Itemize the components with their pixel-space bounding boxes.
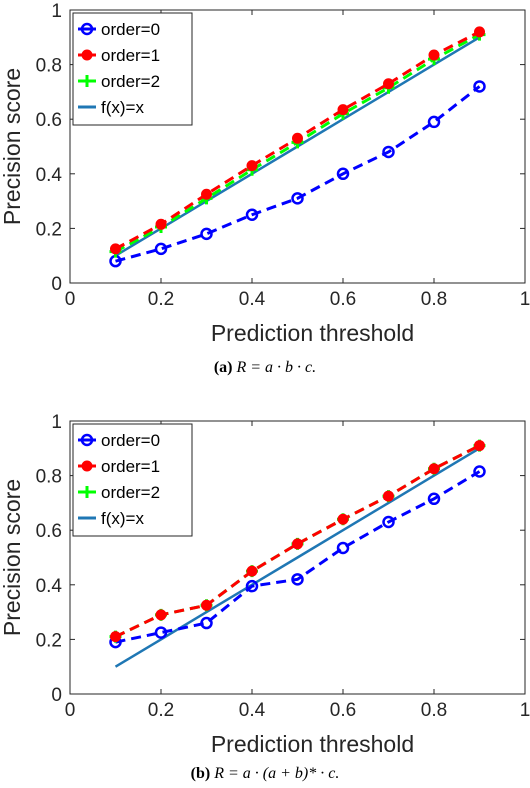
data-point bbox=[473, 465, 486, 478]
data-point bbox=[245, 208, 259, 221]
caption: (b) R = a · (a + b)* · c. bbox=[191, 765, 340, 782]
legend-label: order=1 bbox=[101, 46, 160, 65]
plot-area bbox=[69, 9, 526, 284]
data-point bbox=[291, 573, 304, 586]
legend-label: order=0 bbox=[101, 431, 160, 450]
legend-marker bbox=[81, 75, 93, 87]
y-tick-label: 0.8 bbox=[36, 467, 62, 488]
data-point bbox=[201, 188, 212, 200]
data-point bbox=[336, 167, 350, 181]
data-point bbox=[245, 579, 259, 593]
x-tick-label: 0.4 bbox=[239, 289, 266, 310]
data-point bbox=[292, 538, 303, 550]
legend-marker bbox=[81, 49, 93, 61]
y-tick-label: 0.6 bbox=[36, 110, 62, 131]
data-point bbox=[473, 80, 486, 93]
caption-formula: R = a · (a + b)* · c. bbox=[213, 765, 339, 782]
x-axis-label: Prediction threshold bbox=[211, 320, 414, 346]
legend-label: f(x)=x bbox=[101, 98, 144, 117]
data-point bbox=[427, 115, 441, 129]
x-tick-label: 0.2 bbox=[148, 289, 174, 310]
data-point bbox=[201, 599, 212, 611]
data-point bbox=[337, 513, 349, 525]
series-line-order=0 bbox=[115, 85, 481, 263]
legend-marker bbox=[81, 486, 93, 498]
data-point bbox=[154, 242, 168, 256]
data-point bbox=[246, 160, 258, 172]
legend-label: order=2 bbox=[101, 483, 160, 502]
y-tick-label: 1 bbox=[51, 412, 62, 433]
series-line-order=1 bbox=[114, 444, 481, 639]
y-tick-label: 0.4 bbox=[36, 165, 63, 186]
legend-label: order=0 bbox=[101, 20, 160, 39]
data-point bbox=[474, 440, 485, 452]
y-tick-label: 0 bbox=[51, 685, 62, 706]
data-point bbox=[155, 218, 167, 230]
caption-label: (a) bbox=[214, 359, 237, 376]
series-line-order=0 bbox=[115, 470, 481, 644]
x-tick-label: 0.2 bbox=[148, 700, 174, 721]
legend: order=0 order=1 order=2 f(x)=x bbox=[72, 12, 193, 126]
legend-label: order=2 bbox=[101, 72, 160, 91]
data-point bbox=[474, 26, 485, 38]
y-tick-label: 1 bbox=[51, 1, 62, 22]
caption-label: (b) bbox=[191, 765, 215, 782]
data-point bbox=[200, 227, 213, 241]
data-point bbox=[110, 243, 121, 255]
data-point bbox=[155, 609, 167, 621]
data-point bbox=[292, 132, 303, 144]
series-line-f(x)=x bbox=[114, 447, 481, 668]
data-point bbox=[428, 463, 440, 475]
y-axis-label: Precision score bbox=[0, 479, 25, 636]
y-tick-label: 0.2 bbox=[36, 630, 62, 651]
data-point bbox=[383, 78, 394, 90]
data-point bbox=[382, 515, 395, 529]
legend-label: f(x)=x bbox=[101, 509, 144, 528]
y-axis-label: Precision score bbox=[0, 68, 25, 225]
legend-marker bbox=[81, 460, 93, 472]
data-point bbox=[246, 565, 258, 577]
x-tick-label: 0.6 bbox=[330, 700, 356, 721]
caption-formula: R = a · b · c. bbox=[235, 359, 316, 376]
caption: (a) R = a · b · c. bbox=[214, 359, 316, 376]
legend-label: order=1 bbox=[101, 457, 160, 476]
data-point bbox=[154, 626, 168, 639]
data-point bbox=[336, 541, 350, 555]
y-tick-label: 0.6 bbox=[36, 521, 62, 542]
chart-1: 0 0.2 0.4 0.6 0.8 1 0 0.2 0.4 0.6 0.8 1 Prediction t… bbox=[0, 412, 530, 782]
chart-0: 0 0.2 0.4 0.6 0.8 1 0 0.2 0.4 0.6 0.8 1 Prediction t… bbox=[0, 1, 530, 376]
x-tick-label: 0.8 bbox=[421, 289, 447, 310]
legend: order=0 order=1 order=2 f(x)=x bbox=[72, 423, 193, 537]
data-point bbox=[383, 490, 394, 502]
data-point bbox=[427, 492, 441, 506]
x-tick-label: 1 bbox=[520, 289, 530, 310]
data-point bbox=[291, 192, 304, 205]
x-axis-label: Prediction threshold bbox=[211, 731, 414, 757]
y-tick-label: 0.4 bbox=[36, 576, 63, 597]
y-tick-label: 0 bbox=[51, 274, 62, 295]
data-point bbox=[110, 631, 121, 643]
x-tick-label: 0.6 bbox=[330, 289, 356, 310]
data-point bbox=[200, 616, 213, 630]
x-tick-label: 0 bbox=[65, 289, 76, 310]
data-point bbox=[337, 104, 349, 116]
x-tick-label: 0.4 bbox=[239, 700, 266, 721]
plot-area bbox=[69, 420, 526, 695]
data-point bbox=[428, 49, 440, 61]
y-tick-label: 0.2 bbox=[36, 219, 62, 240]
x-tick-label: 0.8 bbox=[421, 700, 447, 721]
x-tick-label: 1 bbox=[520, 700, 530, 721]
x-tick-label: 0 bbox=[65, 700, 76, 721]
data-point bbox=[382, 145, 395, 159]
y-tick-label: 0.8 bbox=[36, 56, 62, 77]
